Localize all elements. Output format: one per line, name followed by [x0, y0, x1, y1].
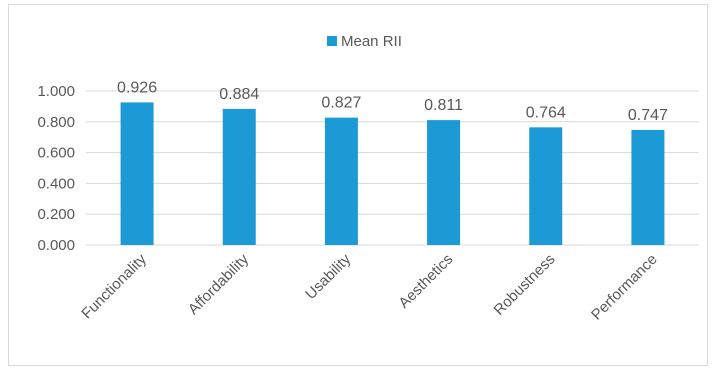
bars — [120, 102, 665, 245]
y-axis-ticks: 0.000 0.200 0.400 0.600 0.800 1.000 — [37, 83, 75, 254]
legend-swatch — [327, 36, 337, 46]
x-tick-label: Affordability — [185, 250, 253, 318]
x-tick-label: Usability — [302, 250, 354, 302]
bar — [324, 117, 358, 245]
y-tick-label: 0.800 — [37, 114, 75, 131]
y-tick-label: 0.600 — [37, 145, 75, 162]
bar — [631, 129, 665, 245]
data-label: 0.827 — [321, 95, 361, 112]
x-tick-label: Aesthetics — [395, 251, 456, 312]
gridlines — [86, 90, 699, 246]
legend: Mean RII — [327, 33, 402, 50]
data-label: 0.811 — [424, 97, 463, 114]
legend-label: Mean RII — [341, 33, 402, 50]
y-tick-label: 0.000 — [37, 237, 75, 254]
x-tick-label: Functionality — [78, 250, 150, 322]
data-label: 0.764 — [526, 104, 566, 121]
bar — [222, 108, 256, 245]
data-label: 0.884 — [219, 86, 259, 103]
data-label: 0.926 — [117, 79, 157, 96]
data-label: 0.747 — [628, 107, 668, 124]
y-tick-label: 1.000 — [37, 83, 75, 100]
x-axis-ticks: Functionality Affordability Usability Aesth… — [78, 250, 660, 323]
bar — [427, 120, 461, 245]
y-tick-label: 0.400 — [37, 175, 75, 192]
bar — [529, 127, 563, 245]
x-tick-label: Robustness — [491, 251, 559, 319]
data-labels: 0.926 0.884 0.827 0.811 0.764 0.747 — [117, 79, 668, 124]
y-tick-label: 0.200 — [37, 206, 75, 223]
bar — [120, 102, 154, 245]
x-tick-label: Performance — [588, 251, 661, 324]
